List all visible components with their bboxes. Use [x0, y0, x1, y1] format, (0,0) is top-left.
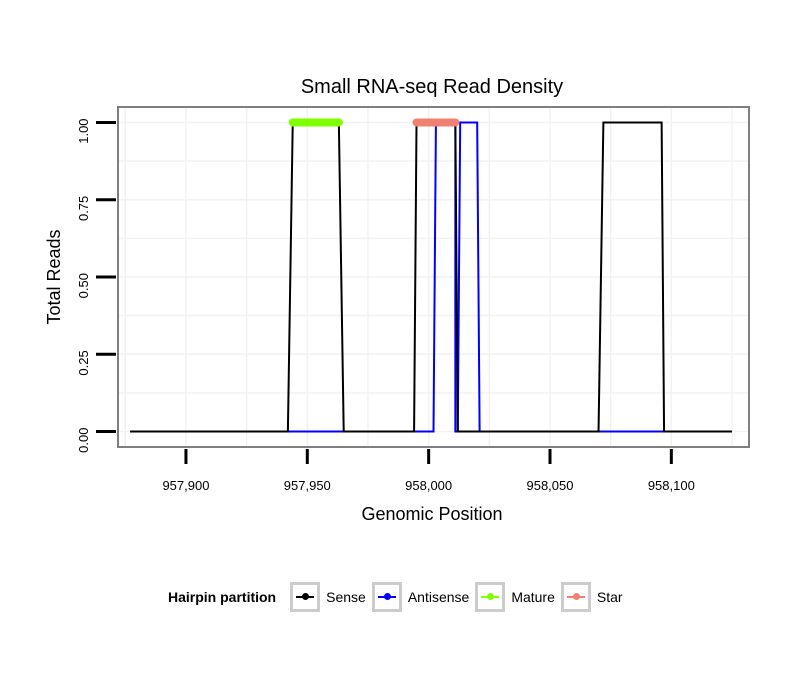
- panel-border: [117, 106, 750, 448]
- legend: Hairpin partition Sense Antisense Mature…: [168, 582, 629, 612]
- y-tick-label: 1.00: [76, 118, 91, 143]
- y-tick-label: 0.50: [76, 273, 91, 298]
- legend-item-star: Star: [560, 582, 623, 612]
- x-tick-label: 958,050: [526, 478, 573, 493]
- x-tick-label: 957,900: [162, 478, 209, 493]
- legend-key-sense: [290, 582, 321, 612]
- legend-label-antisense: Antisense: [407, 589, 470, 605]
- legend-item-mature: Mature: [475, 582, 555, 612]
- x-axis-label: Genomic Position: [361, 504, 502, 524]
- series-line-antisense: [130, 121, 733, 433]
- legend-label-star: Star: [596, 589, 623, 605]
- legend-key-mature: [475, 582, 506, 612]
- y-tick-label: 0.75: [76, 196, 91, 221]
- x-tick-label: 958,100: [648, 478, 695, 493]
- legend-item-sense: Sense: [290, 582, 366, 612]
- legend-label-mature: Mature: [511, 589, 555, 605]
- y-axis-label: Total Reads: [44, 229, 64, 324]
- x-axis: 957,900 957,950 958,000 958,050 958,100: [162, 449, 695, 493]
- legend-key-antisense: [371, 582, 402, 612]
- legend-key-star: [560, 582, 591, 612]
- x-tick-label: 957,950: [284, 478, 331, 493]
- legend-title: Hairpin partition: [168, 589, 277, 605]
- y-tick-label: 0.00: [76, 428, 91, 453]
- legend-item-antisense: Antisense: [371, 582, 470, 612]
- chart-title: Small RNA-seq Read Density: [301, 76, 563, 98]
- y-tick-label: 0.25: [76, 350, 91, 375]
- grid-lines: [118, 107, 749, 447]
- x-tick-label: 958,000: [405, 478, 452, 493]
- legend-label-sense: Sense: [326, 589, 366, 605]
- y-axis: 0.00 0.25 0.50 0.75 1.00: [76, 118, 116, 453]
